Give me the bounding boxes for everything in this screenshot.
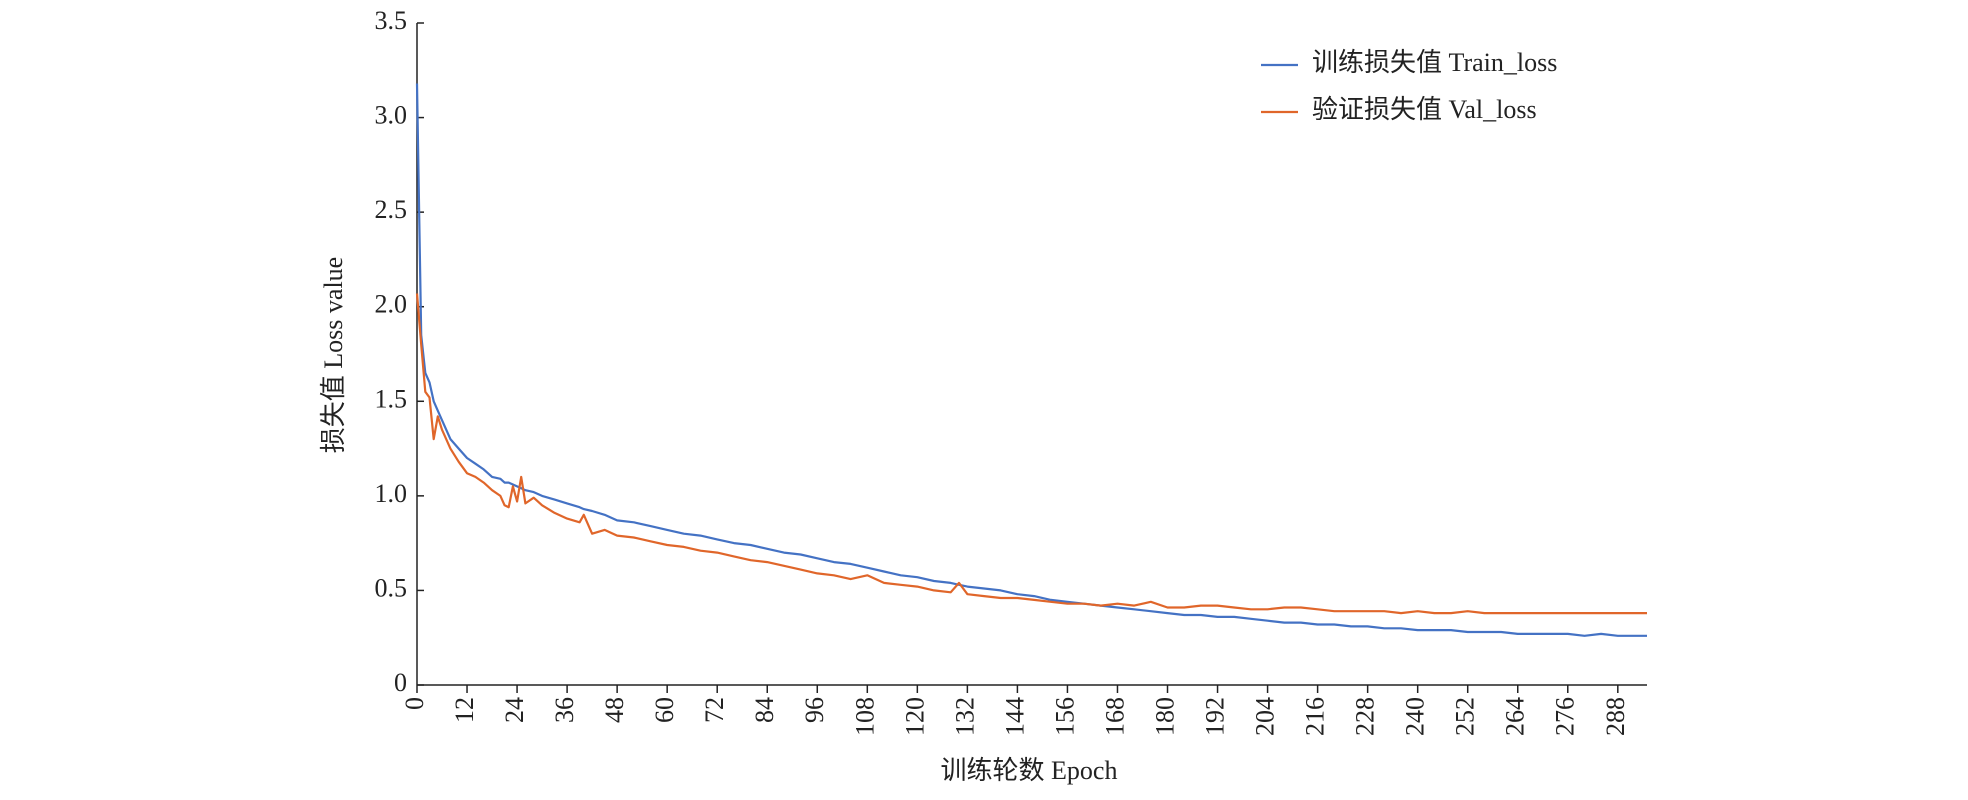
line-series bbox=[415, 83, 1647, 637]
x-tick-label: 48 bbox=[600, 697, 629, 723]
x-tick-label: 252 bbox=[1451, 697, 1480, 736]
x-tick-label: 12 bbox=[450, 697, 479, 723]
x-tick-label: 84 bbox=[750, 697, 779, 723]
y-tick-label: 1.5 bbox=[375, 384, 408, 413]
x-tick-label: 72 bbox=[700, 697, 729, 723]
x-tick-label: 228 bbox=[1351, 697, 1380, 736]
x-tick-label: 180 bbox=[1150, 697, 1179, 736]
line-series bbox=[415, 293, 1647, 615]
legend-label: 验证损失值 Val_loss bbox=[1312, 95, 1537, 124]
x-tick-label: 60 bbox=[650, 697, 679, 723]
x-tick-label: 144 bbox=[1000, 697, 1029, 736]
x-axis-label: 训练轮数 Epoch bbox=[941, 756, 1118, 785]
y-axis-label: 损失值 Loss value bbox=[319, 257, 348, 453]
x-tick-label: 132 bbox=[950, 697, 979, 736]
x-tick-label: 240 bbox=[1401, 697, 1430, 736]
x-tick-label: 276 bbox=[1551, 697, 1580, 736]
x-tick-label: 0 bbox=[400, 697, 429, 710]
legend-label: 训练损失值 Train_loss bbox=[1312, 48, 1557, 77]
x-tick-label: 288 bbox=[1601, 697, 1630, 736]
x-tick-label: 216 bbox=[1301, 697, 1330, 736]
y-tick-label: 1.0 bbox=[375, 479, 408, 508]
x-tick-label: 264 bbox=[1501, 697, 1530, 736]
y-tick-label: 3.0 bbox=[375, 101, 408, 130]
y-tick-label: 2.0 bbox=[375, 290, 408, 319]
y-tick-label: 0 bbox=[394, 668, 407, 697]
x-tick-label: 108 bbox=[850, 697, 879, 736]
x-tick-label: 120 bbox=[900, 697, 929, 736]
x-tick-label: 24 bbox=[500, 697, 529, 723]
x-tick-label: 156 bbox=[1050, 697, 1079, 736]
y-tick-label: 2.5 bbox=[375, 195, 408, 224]
x-tick-label: 192 bbox=[1201, 697, 1230, 736]
x-tick-label: 96 bbox=[800, 697, 829, 723]
y-tick-label: 0.5 bbox=[375, 573, 408, 602]
x-tick-label: 168 bbox=[1100, 697, 1129, 736]
x-tick-label: 204 bbox=[1251, 697, 1280, 736]
x-tick-label: 36 bbox=[550, 697, 579, 723]
y-tick-label: 3.5 bbox=[375, 6, 408, 35]
